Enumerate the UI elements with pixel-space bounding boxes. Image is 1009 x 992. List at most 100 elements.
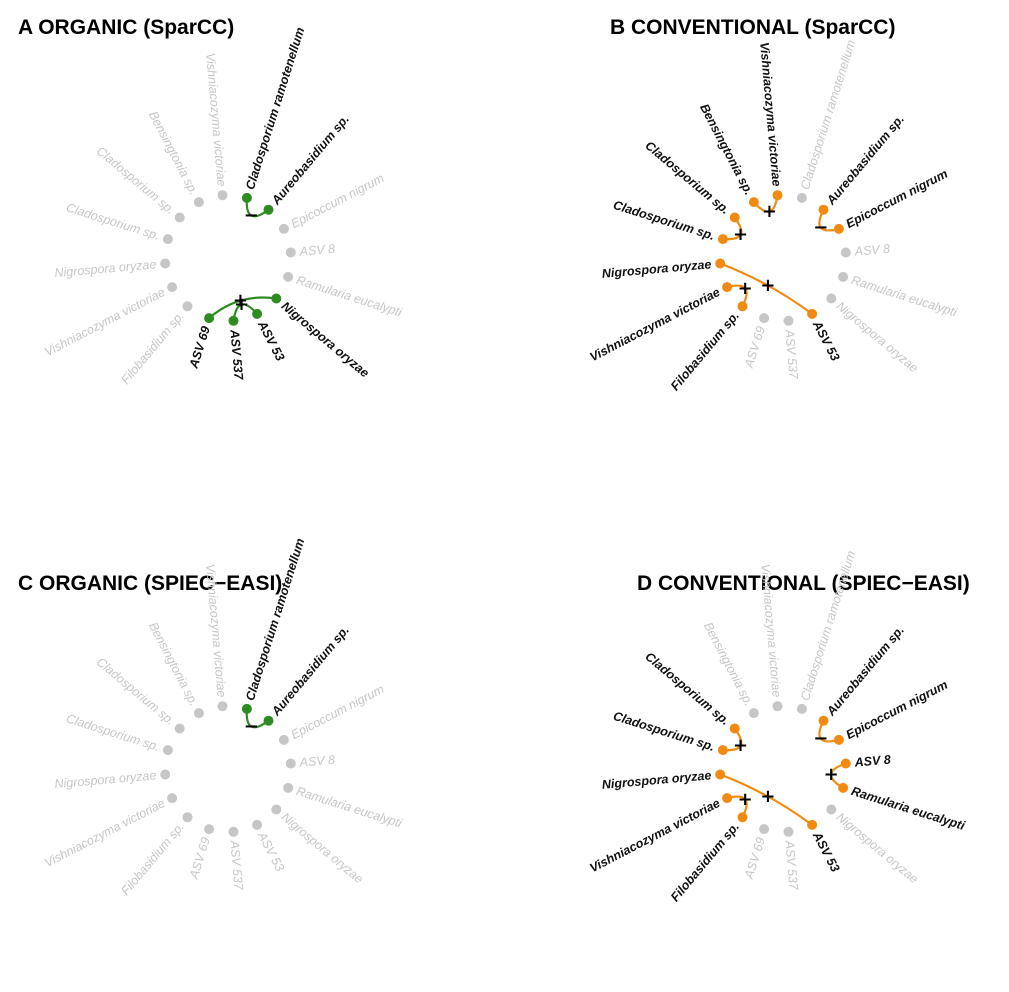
node-dot — [838, 271, 849, 282]
node-label: ASV 69 — [742, 836, 768, 882]
node-dot — [840, 758, 851, 769]
node-dot — [772, 701, 783, 712]
node-label: Ramularia eucalypti — [850, 273, 960, 320]
panel-d: D CONVENTIONAL (SPIEC−EASI)+ −+++Cladospo… — [587, 549, 969, 904]
node-label: Cladosporium sp. — [612, 709, 717, 754]
node-dot — [228, 315, 239, 326]
node-dot — [737, 301, 748, 312]
node-dot — [715, 258, 726, 269]
node-dot — [838, 782, 849, 793]
node-dot — [722, 282, 733, 293]
node-label: Ramularia eucalypti — [295, 273, 405, 320]
node-dot — [193, 197, 204, 208]
node-label: Cladosporium sp. — [64, 200, 161, 243]
node-dot — [717, 745, 728, 756]
node-dot — [283, 271, 294, 282]
edge-sign: + — [738, 278, 753, 299]
node-dot — [217, 701, 228, 712]
node-dot — [807, 308, 818, 319]
node-dot — [162, 745, 173, 756]
node-label: ASV 537 — [782, 839, 800, 891]
edge-sign: + — [760, 786, 775, 807]
edge-sign: + — [824, 764, 839, 785]
edge-sign: + — [234, 294, 249, 315]
node-label: Filobasidium sp. — [118, 820, 187, 898]
edge-sign: − — [244, 716, 259, 737]
node-dot — [271, 804, 282, 815]
node-dot — [182, 812, 193, 823]
node-dot — [241, 192, 252, 203]
node-dot — [204, 313, 215, 324]
panel-title: D CONVENTIONAL (SPIEC−EASI) — [637, 572, 970, 595]
edge-2 — [719, 773, 813, 826]
node-dot — [759, 313, 770, 324]
node-dot — [722, 793, 733, 804]
node-dot — [278, 734, 289, 745]
node-label: Filobasidium sp. — [668, 309, 742, 394]
node-label: ASV 8 — [298, 753, 336, 770]
node-label: Nigrospora oryzae — [601, 768, 712, 792]
node-label: Nigrospora oryzae — [279, 299, 372, 380]
node-dot — [818, 204, 829, 215]
node-label: Nigrospora oryzae — [54, 768, 157, 791]
node-dot — [167, 282, 178, 293]
node-label: Filobasidium sp. — [668, 820, 742, 905]
node-dot — [748, 708, 759, 719]
node-label: Bensingtonia sp. — [146, 620, 201, 708]
node-dot — [729, 212, 740, 223]
node-dot — [263, 715, 274, 726]
node-dot — [162, 234, 173, 245]
node-label: Cladosporium sp. — [642, 649, 732, 728]
node-label: Bensingtonia sp. — [701, 620, 756, 708]
node-label: Vishniacozyma victoriae — [757, 41, 784, 186]
panel-title: C ORGANIC (SPIEC−EASI) — [18, 572, 282, 595]
panel-title: A ORGANIC (SparCC) — [18, 16, 234, 39]
node-label: ASV 53 — [255, 829, 287, 874]
node-dot — [182, 301, 193, 312]
node-dot — [729, 723, 740, 734]
node-dot — [796, 703, 807, 714]
node-label: ASV 69 — [186, 325, 213, 371]
node-dot — [228, 826, 239, 837]
node-dot — [807, 819, 818, 830]
node-label: ASV 537 — [227, 839, 245, 891]
edge-1 — [208, 296, 277, 319]
node-dot — [826, 804, 837, 815]
node-label: Nigrospora oryzae — [601, 257, 712, 281]
edge-sign: + — [233, 290, 248, 311]
node-label: Filobasidium sp. — [118, 309, 187, 387]
panel-title: B CONVENTIONAL (SparCC) — [610, 16, 895, 39]
node-label: ASV 69 — [187, 836, 213, 882]
node-label: ASV 8 — [853, 242, 891, 259]
node-dot — [241, 703, 252, 714]
node-dot — [252, 819, 263, 830]
edge-sign: + — [733, 735, 748, 756]
node-dot — [174, 723, 185, 734]
node-dot — [252, 308, 263, 319]
edge-3 — [719, 262, 813, 315]
node-label: Cladosporium sp. — [94, 655, 178, 728]
node-label: Cladosporium sp. — [612, 198, 717, 243]
node-dot — [826, 293, 837, 304]
node-dot — [263, 204, 274, 215]
node-dot — [204, 824, 215, 835]
node-dot — [783, 826, 794, 837]
node-dot — [174, 212, 185, 223]
node-dot — [717, 234, 728, 245]
node-dot — [833, 734, 844, 745]
node-label: ASV 8 — [853, 753, 891, 770]
node-dot — [160, 769, 171, 780]
node-label: Cladosporium sp. — [64, 711, 161, 754]
node-label: Epicoccum nigrum — [289, 682, 387, 742]
node-dot — [818, 715, 829, 726]
node-dot — [737, 812, 748, 823]
node-dot — [759, 824, 770, 835]
edge-sign: − — [813, 217, 828, 238]
node-dot — [167, 793, 178, 804]
node-label: ASV 8 — [298, 242, 336, 259]
panel-b: B CONVENTIONAL (SparCC)++ −++Cladosporium… — [587, 16, 959, 393]
node-dot — [283, 782, 294, 793]
node-label: ASV 53 — [255, 318, 288, 364]
node-label: Nigrospora oryzae — [279, 810, 366, 886]
